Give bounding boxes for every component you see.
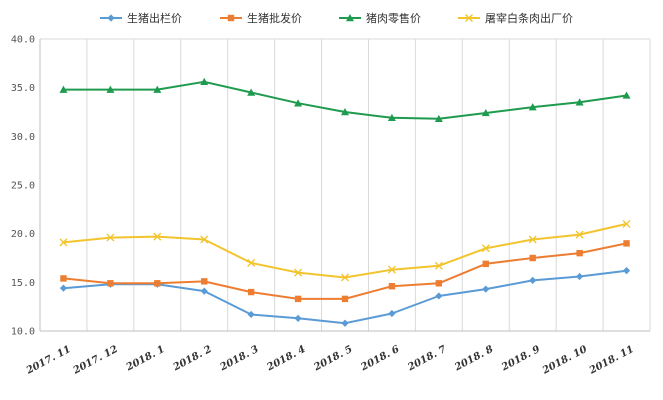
- data-point: [200, 235, 209, 244]
- data-point: [200, 77, 209, 86]
- x-tick-label: 2018. 11: [587, 344, 636, 377]
- grid: [39, 38, 651, 331]
- y-tick-label: 40.0: [11, 35, 35, 46]
- data-point: [482, 260, 489, 268]
- data-point: [435, 292, 443, 300]
- legend-item: 屠宰白条肉出厂价: [458, 11, 573, 25]
- data-point: [59, 284, 68, 292]
- series-4: [59, 219, 631, 282]
- data-point: [247, 88, 256, 96]
- legend: 生猪出栏价 生猪批发价 猪肉零售价 屠宰白条肉出厂价: [100, 11, 573, 25]
- data-point: [623, 240, 630, 247]
- data-point: [622, 267, 631, 275]
- data-point: [388, 309, 396, 318]
- legend-item: 猪肉零售价: [339, 11, 421, 25]
- data-point: [482, 285, 490, 293]
- data-point: [529, 276, 537, 284]
- data-point: [247, 288, 255, 296]
- data-point: [341, 273, 349, 282]
- legend-label: 猪肉零售价: [366, 11, 421, 25]
- data-point: [294, 99, 303, 107]
- data-point: [59, 238, 68, 247]
- y-tick-label: 35.0: [11, 83, 35, 94]
- series-2: [60, 240, 630, 303]
- data-point: [200, 287, 208, 295]
- data-point: [481, 244, 490, 253]
- y-tick-label: 25.0: [11, 181, 35, 192]
- data-point: [107, 280, 114, 287]
- data-point: [434, 114, 443, 123]
- x-tick-label: 2018. 5: [311, 344, 354, 374]
- data-point: [528, 103, 537, 111]
- y-axis-ticks: 10.0 15.0 20.0 25.0 30.0 35.0 40.0: [11, 35, 35, 338]
- x-tick-label: 2018. 2: [171, 344, 214, 374]
- data-point: [435, 280, 443, 287]
- data-point: [154, 280, 161, 287]
- data-point: [481, 108, 490, 117]
- data-point: [294, 268, 303, 277]
- y-tick-label: 20.0: [11, 229, 35, 240]
- x-tick-label: 2018. 3: [218, 344, 261, 374]
- data-point: [434, 261, 443, 270]
- data-point: [153, 85, 162, 93]
- legend-swatch-marker: [346, 14, 354, 22]
- legend-swatch-marker: [227, 14, 235, 22]
- data-point: [575, 98, 584, 106]
- data-point: [575, 230, 584, 239]
- x-tick-label: 2017. 11: [24, 344, 73, 377]
- data-point: [387, 113, 396, 122]
- data-point: [106, 85, 115, 93]
- data-point: [528, 235, 537, 244]
- data-point: [341, 295, 349, 303]
- data-point: [387, 265, 396, 274]
- data-point: [576, 249, 583, 257]
- x-tick-label: 2018. 1: [124, 344, 167, 374]
- y-tick-label: 10.0: [11, 327, 35, 338]
- data-point: [529, 254, 536, 262]
- legend-item: 生猪出栏价: [100, 11, 182, 25]
- data-point: [294, 314, 302, 322]
- data-point: [294, 295, 302, 303]
- data-point: [247, 258, 256, 267]
- x-tick-label: 2018. 6: [358, 344, 401, 374]
- x-tick-label: 2018. 10: [540, 344, 589, 377]
- data-point: [60, 275, 67, 282]
- data-point: [341, 319, 349, 327]
- data-point: [622, 91, 631, 99]
- legend-label: 生猪批发价: [247, 11, 302, 25]
- data-point: [106, 233, 115, 242]
- series-line: [63, 222, 627, 279]
- data-point: [576, 272, 584, 281]
- y-tick-label: 15.0: [11, 278, 35, 289]
- legend-swatch-marker: [465, 14, 473, 22]
- legend-item: 生猪批发价: [220, 11, 302, 25]
- legend-swatch-marker: [107, 14, 115, 22]
- axes: [39, 39, 650, 332]
- data-point: [622, 219, 631, 228]
- x-tick-label: 2018. 9: [499, 344, 542, 374]
- data-point: [247, 310, 255, 319]
- data-point: [201, 278, 208, 285]
- x-tick-label: 2018. 7: [405, 344, 448, 374]
- data-point: [59, 85, 68, 93]
- series-area: [59, 77, 631, 327]
- series-line: [63, 242, 627, 300]
- data-point: [153, 232, 162, 241]
- x-tick-label: 2017. 12: [71, 344, 120, 377]
- y-tick-label: 30.0: [11, 132, 35, 143]
- legend-label: 生猪出栏价: [127, 11, 182, 25]
- legend-label: 屠宰白条肉出厂价: [485, 11, 573, 25]
- x-tick-label: 2018. 4: [265, 344, 308, 374]
- series-3: [59, 77, 631, 123]
- x-tick-label: 2018. 8: [452, 344, 495, 374]
- data-point: [388, 283, 396, 290]
- data-point: [341, 108, 349, 116]
